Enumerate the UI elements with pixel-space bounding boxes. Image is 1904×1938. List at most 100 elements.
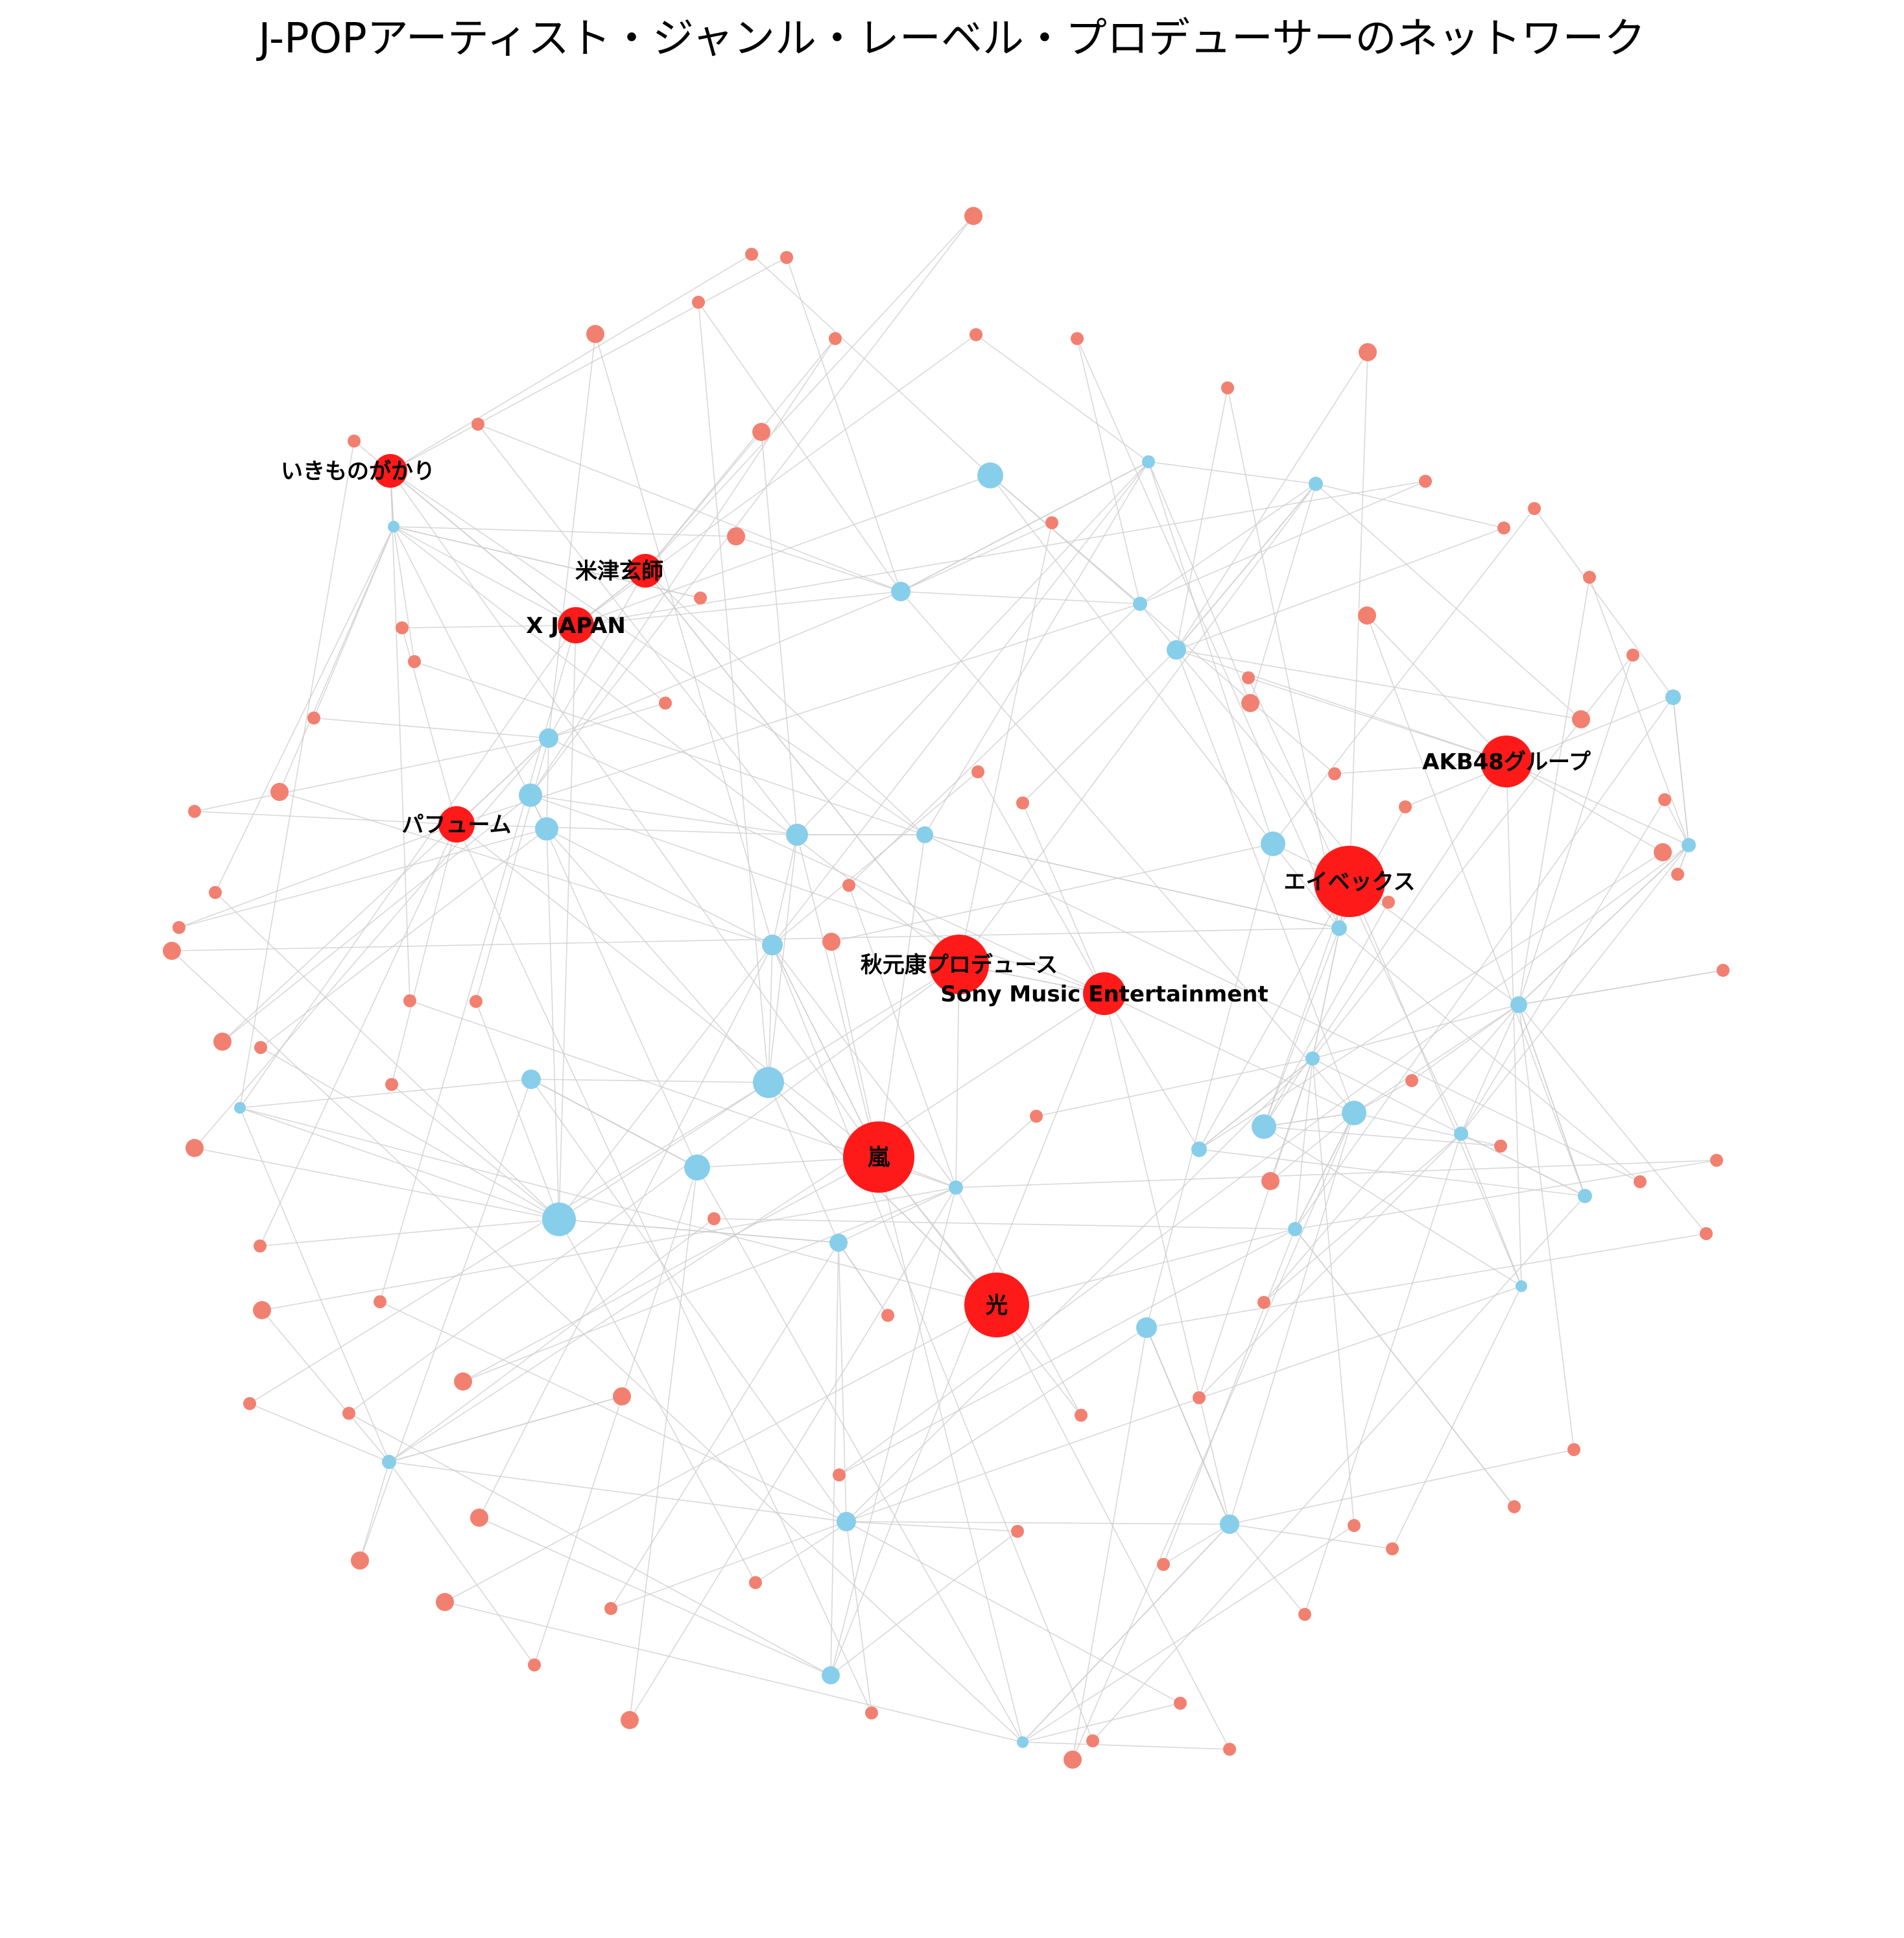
minor-node [971, 765, 984, 778]
minor-node [1016, 796, 1029, 809]
network-edge [475, 737, 549, 1002]
minor-node [692, 296, 705, 309]
network-edge [1198, 1133, 1462, 1398]
hub-node [1510, 996, 1527, 1013]
network-edge [1263, 1126, 1501, 1147]
network-edge [1518, 844, 1689, 1005]
node-label-yasushi: 秋元康プロデュース [861, 952, 1058, 978]
network-edge [1460, 844, 1689, 1134]
minor-node [1405, 1074, 1418, 1087]
minor-node [1583, 571, 1596, 584]
network-edge [1163, 1228, 1296, 1565]
network-edge [1270, 1112, 1355, 1182]
network-edge [1294, 1160, 1717, 1230]
network-edge [768, 1082, 997, 1306]
minor-node [1064, 1751, 1082, 1769]
hub-node [382, 1455, 396, 1469]
minor-node [253, 1301, 271, 1319]
network-edge [558, 944, 773, 1220]
minor-node [659, 697, 672, 710]
highlighted-node-arashi [843, 1121, 914, 1193]
network-edge [839, 1228, 1296, 1476]
minor-node [1658, 793, 1671, 806]
network-edge [359, 1461, 390, 1561]
network-edge [1198, 1149, 1586, 1197]
hub-node [1331, 920, 1347, 936]
highlighted-node-yasushi [929, 935, 989, 994]
network-edge [1163, 1524, 1230, 1565]
minor-node [528, 1658, 541, 1671]
network-edge [259, 824, 457, 1247]
network-edge [548, 702, 666, 739]
network-edge [393, 526, 577, 626]
network-edge [975, 334, 1149, 462]
network-edge [546, 737, 549, 830]
network-edge [388, 1461, 535, 1666]
network-edge [755, 1327, 1147, 1583]
network-edge [1036, 1058, 1313, 1117]
network-edge [900, 591, 1141, 604]
minor-node [209, 886, 222, 899]
minor-node [470, 995, 482, 1008]
network-edge [772, 834, 798, 946]
network-edge [259, 1219, 560, 1247]
network-edge [279, 526, 394, 793]
network-edge [1366, 615, 1507, 762]
network-edge [990, 475, 1335, 774]
hub-node [1191, 1142, 1207, 1157]
hub-node [1305, 1051, 1320, 1066]
network-edge [610, 1242, 839, 1609]
hub-node [1252, 1114, 1276, 1139]
minor-node [708, 1212, 720, 1225]
network-edge [761, 431, 798, 835]
minor-node [1419, 475, 1432, 488]
network-edge [1263, 1133, 1462, 1303]
network-edge [1518, 1004, 1586, 1197]
hub-node [1578, 1189, 1592, 1203]
minor-node [213, 1033, 232, 1051]
network-edge [390, 254, 752, 472]
network-edge [1139, 603, 1177, 651]
network-edge [359, 1079, 532, 1561]
network-edge [1366, 615, 1586, 1197]
minor-node [604, 1602, 617, 1615]
network-edge [558, 1082, 769, 1220]
minor-node [822, 933, 840, 951]
node-label-kenshi: 米津玄師 [575, 558, 663, 584]
network-edge [977, 771, 1105, 994]
network-edge [239, 1079, 532, 1108]
highlighted-node-hikaru [964, 1273, 1029, 1337]
node-label-arashi: 嵐 [868, 1145, 890, 1171]
node-label-ikimonogakari: いきものがかり [281, 459, 435, 484]
network-edge [839, 844, 1689, 1476]
network-edge [1304, 1133, 1462, 1615]
network-edge [1072, 1327, 1147, 1760]
network-edge [1146, 843, 1274, 1328]
network-edge [1460, 799, 1665, 1134]
network-edge [456, 824, 879, 1158]
network-edge [239, 1107, 560, 1220]
network-edge [713, 1218, 1296, 1230]
network-edge [830, 993, 1105, 1676]
minor-node [403, 994, 416, 1007]
hub-node [1261, 831, 1285, 856]
network-edge [391, 824, 457, 1085]
network-edge [735, 536, 901, 592]
network-edge [1176, 352, 1368, 651]
network-edge [645, 570, 960, 965]
minor-node [254, 1239, 267, 1252]
minor-node [621, 1711, 639, 1729]
minor-node [470, 1509, 488, 1527]
minor-node [1654, 843, 1672, 861]
hub-node [1665, 689, 1681, 705]
network-edge [629, 1167, 698, 1721]
network-edge [390, 470, 879, 1158]
network-edge [1392, 1286, 1522, 1549]
network-edge [796, 461, 1149, 835]
network-edge [261, 1310, 390, 1463]
network-edge [955, 1116, 1037, 1188]
network-edge [1022, 649, 1177, 804]
network-edge [477, 424, 798, 835]
network-edge [629, 1187, 957, 1721]
network-edge [1506, 761, 1522, 1287]
